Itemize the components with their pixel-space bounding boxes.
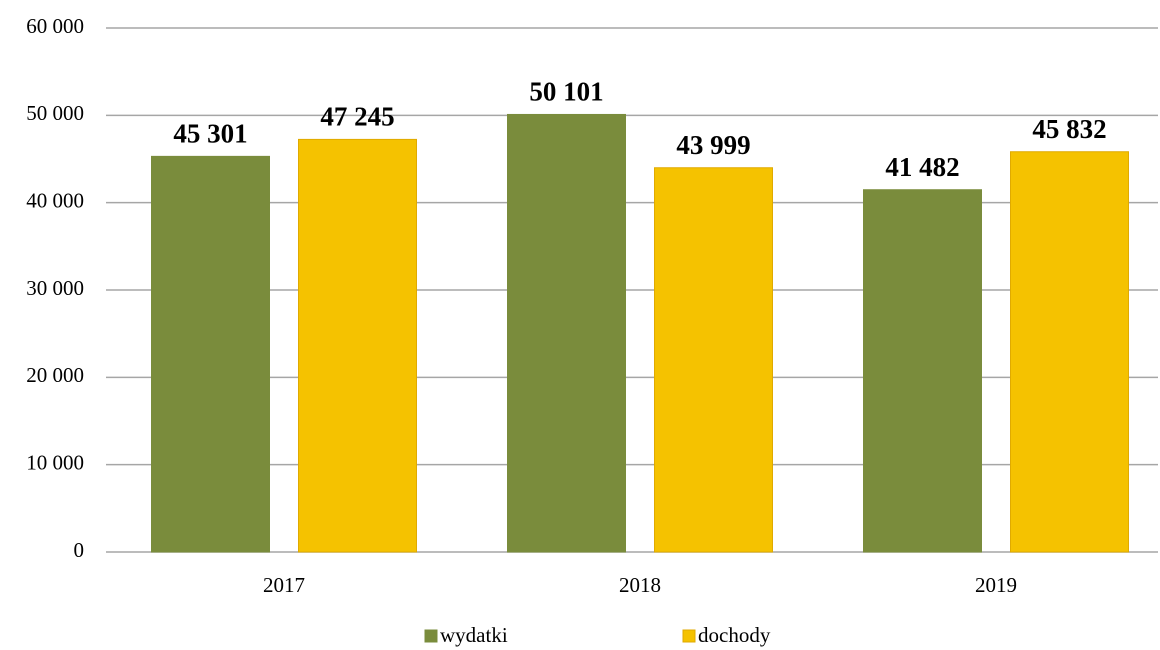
bar bbox=[1010, 151, 1129, 553]
value-label: 50 101 bbox=[529, 77, 603, 107]
value-label: 41 482 bbox=[885, 152, 959, 182]
legend-swatch bbox=[682, 629, 696, 643]
x-tick-label: 2018 bbox=[619, 573, 661, 597]
bar bbox=[507, 113, 626, 553]
x-tick-label: 2017 bbox=[263, 573, 305, 597]
legend-label: dochody bbox=[698, 623, 771, 647]
bar bbox=[654, 167, 773, 553]
value-label: 47 245 bbox=[320, 102, 394, 132]
value-label: 45 832 bbox=[1032, 114, 1106, 144]
x-tick-label: 2019 bbox=[975, 573, 1017, 597]
legend-label: wydatki bbox=[440, 623, 508, 647]
legend-swatch bbox=[424, 629, 438, 643]
y-tick-label: 20 000 bbox=[26, 363, 84, 387]
y-tick-label: 10 000 bbox=[26, 450, 84, 474]
value-label: 43 999 bbox=[676, 130, 750, 160]
y-tick-label: 30 000 bbox=[26, 276, 84, 300]
bar bbox=[298, 138, 417, 553]
y-tick-label: 60 000 bbox=[26, 14, 84, 38]
value-label: 45 301 bbox=[173, 119, 247, 149]
y-tick-label: 50 000 bbox=[26, 101, 84, 125]
y-tick-label: 40 000 bbox=[26, 188, 84, 212]
y-tick-label: 0 bbox=[74, 538, 85, 562]
bar bbox=[151, 155, 270, 553]
bar bbox=[863, 189, 982, 553]
